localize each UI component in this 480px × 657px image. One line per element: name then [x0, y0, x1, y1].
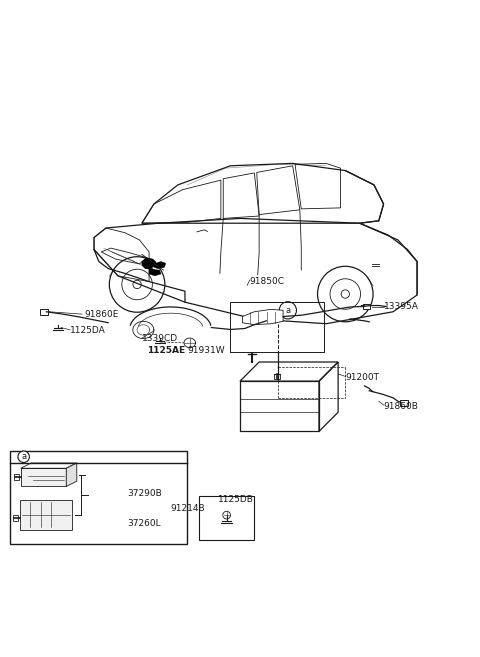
Text: 91860B: 91860B: [384, 401, 419, 411]
Text: 37260L: 37260L: [128, 519, 161, 528]
Text: 37290B: 37290B: [128, 489, 162, 498]
Text: 1339CD: 1339CD: [142, 334, 178, 342]
Text: 91860E: 91860E: [84, 309, 119, 319]
Polygon shape: [242, 309, 283, 325]
Polygon shape: [154, 261, 166, 269]
Polygon shape: [66, 463, 77, 486]
FancyBboxPatch shape: [400, 400, 408, 405]
FancyBboxPatch shape: [275, 374, 280, 378]
Text: 1125DA: 1125DA: [70, 327, 106, 335]
Text: a: a: [21, 452, 26, 461]
FancyBboxPatch shape: [199, 496, 254, 540]
Polygon shape: [21, 468, 66, 486]
Text: 13395A: 13395A: [384, 302, 419, 311]
Polygon shape: [142, 258, 156, 269]
FancyBboxPatch shape: [363, 304, 370, 309]
Text: 91850C: 91850C: [250, 277, 285, 286]
FancyBboxPatch shape: [40, 309, 48, 315]
Text: 91931W: 91931W: [187, 346, 225, 355]
Text: 1125DB: 1125DB: [217, 495, 253, 505]
Text: 1125AE: 1125AE: [147, 346, 185, 355]
FancyBboxPatch shape: [13, 515, 18, 520]
Text: 91200T: 91200T: [345, 373, 379, 382]
Polygon shape: [20, 500, 72, 530]
FancyBboxPatch shape: [14, 474, 19, 480]
FancyBboxPatch shape: [10, 451, 187, 544]
Circle shape: [18, 451, 29, 463]
Polygon shape: [149, 267, 161, 276]
Text: a: a: [285, 306, 290, 315]
Text: 91214B: 91214B: [170, 505, 205, 513]
